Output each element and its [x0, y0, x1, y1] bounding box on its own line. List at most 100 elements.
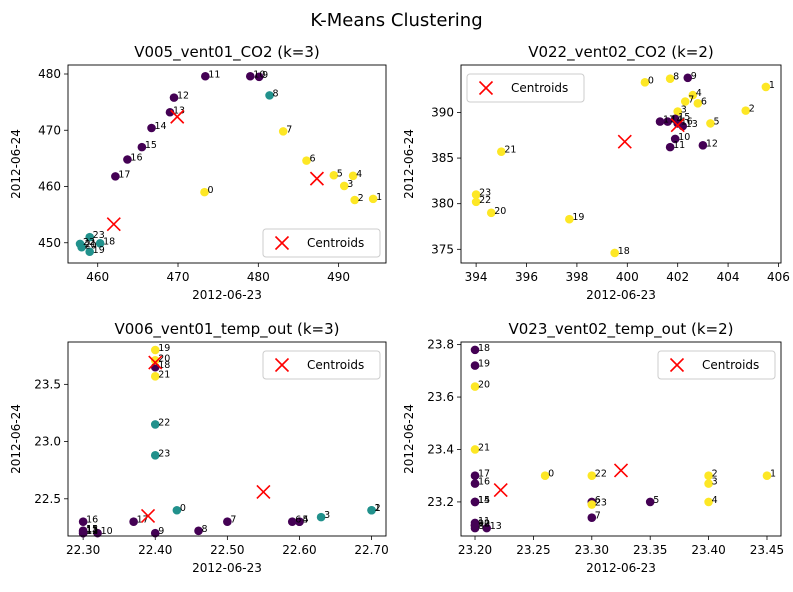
point-annotation: 0	[548, 469, 554, 480]
data-point	[150, 372, 160, 381]
x-tick-label: 23.25	[516, 543, 550, 557]
x-axis-label: 2012-06-23	[192, 561, 262, 575]
data-point	[587, 471, 597, 481]
data-point	[75, 239, 85, 249]
legend-centroid-icon	[478, 80, 494, 96]
point-annotation: 11	[86, 525, 98, 536]
data-point	[655, 117, 665, 126]
legend-label: Centroids	[702, 358, 759, 372]
point-annotation: 9	[691, 71, 697, 82]
data-point	[278, 127, 288, 136]
data-point	[470, 361, 480, 370]
x-tick-label: 22.70	[354, 543, 388, 557]
data-point	[486, 208, 496, 218]
y-tick-label: 23.2	[427, 495, 454, 509]
data-point	[302, 156, 311, 165]
data-point	[111, 172, 120, 181]
legend: Centroids	[466, 73, 585, 103]
x-tick-label: 470	[167, 270, 190, 284]
legend-centroid-icon	[274, 235, 290, 251]
data-point	[680, 97, 690, 106]
point-annotation: 20	[85, 240, 97, 251]
centroid-marker	[493, 483, 508, 498]
point-annotation: 6	[310, 154, 316, 165]
centroid-stroke	[106, 217, 121, 232]
point-annotation: 0	[208, 185, 214, 196]
point-annotation: 10	[253, 69, 265, 80]
x-tick-label: 480	[247, 270, 270, 284]
data-point	[93, 528, 102, 538]
legend-box	[657, 350, 776, 380]
point-annotation: 19	[478, 359, 490, 370]
point-annotation: 1	[375, 503, 381, 514]
point-annotation: 15	[86, 524, 98, 535]
data-point	[470, 521, 480, 530]
point-annotation: 10	[678, 132, 690, 143]
x-tick-label: 394	[465, 270, 488, 284]
data-point	[688, 90, 698, 100]
data-point	[640, 78, 650, 87]
point-annotation: 17	[478, 469, 490, 480]
y-axis-label: 2012-06-24	[9, 404, 23, 474]
point-annotation: 21	[478, 442, 490, 453]
point-annotation: 19	[158, 343, 170, 354]
y-tick-label: 385	[431, 151, 454, 165]
centroid-stroke	[309, 171, 325, 186]
centroid-stroke	[256, 484, 271, 500]
x-axis-label: 2012-06-23	[586, 288, 656, 302]
y-axis-label: 2012-06-24	[402, 404, 416, 474]
data-point	[368, 194, 378, 204]
data-point	[565, 214, 574, 224]
centroid-marker	[256, 484, 271, 500]
legend-label: Centroids	[511, 81, 568, 95]
y-tick-label: 23.5	[34, 377, 61, 391]
point-annotation: 7	[688, 94, 694, 105]
point-annotation: 16	[478, 477, 490, 488]
point-annotation: 18	[103, 236, 115, 247]
axes-frame	[460, 341, 782, 537]
centroid-stroke	[670, 118, 685, 133]
data-point	[497, 147, 506, 156]
data-point	[147, 123, 156, 133]
data-point	[741, 106, 751, 115]
point-annotation: 14	[478, 495, 490, 506]
data-point	[295, 517, 304, 526]
y-tick-label: 23.8	[427, 338, 454, 352]
x-tick-label: 396	[515, 270, 538, 284]
x-tick-label: 23.45	[750, 543, 784, 557]
data-point	[673, 119, 682, 128]
point-annotation: 21	[85, 239, 97, 250]
centroid-stroke	[493, 483, 508, 498]
centroid-stroke	[613, 463, 629, 478]
y-tick-label: 22.5	[34, 492, 61, 506]
data-point	[470, 471, 480, 481]
data-point	[367, 505, 376, 515]
point-annotation: 2	[749, 104, 755, 115]
x-tick-label: 406	[767, 270, 790, 284]
point-annotation: 11	[208, 69, 220, 80]
point-annotation: 9	[158, 526, 164, 537]
data-point	[287, 517, 297, 526]
point-annotation: 10	[478, 519, 490, 530]
point-annotation: 6	[701, 96, 707, 107]
point-annotation: 17	[137, 515, 149, 526]
data-point	[200, 187, 209, 197]
data-point	[172, 505, 182, 515]
legend: Centroids	[262, 350, 381, 380]
data-point	[471, 197, 481, 207]
x-tick-label: 490	[327, 270, 350, 284]
point-annotation: 17	[118, 169, 130, 180]
point-annotation: 23	[158, 448, 170, 459]
y-tick-label: 450	[38, 236, 61, 250]
data-point	[85, 247, 94, 257]
point-annotation: 23	[93, 230, 105, 241]
point-annotation: 13	[173, 105, 185, 116]
point-annotation: 12	[86, 526, 98, 537]
data-point	[254, 72, 264, 82]
point-annotation: 1	[769, 80, 775, 91]
point-annotation: 21	[504, 145, 516, 156]
point-annotation: 13	[686, 119, 698, 130]
point-annotation: 13	[86, 524, 98, 535]
point-annotation: 12	[706, 138, 718, 149]
point-annotation: 7	[595, 511, 601, 522]
